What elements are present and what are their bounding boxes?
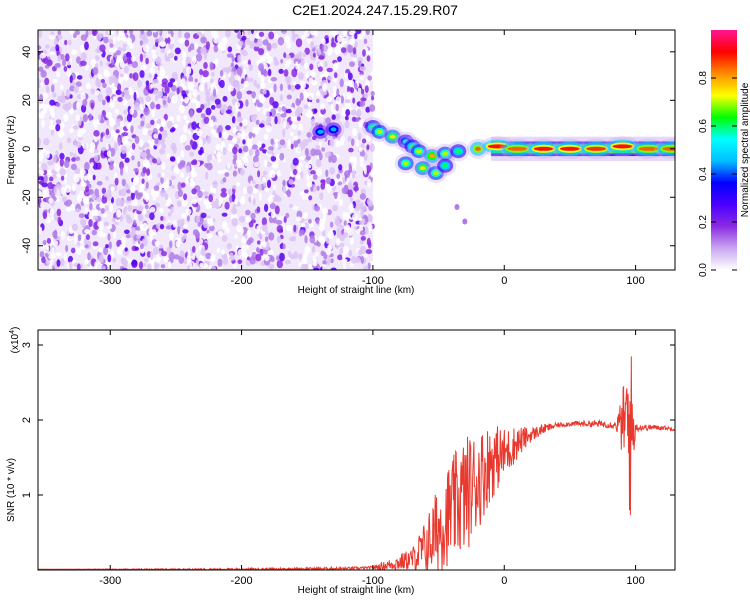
isolated-point — [462, 218, 468, 225]
line-y-axis: 1 2 3 — [21, 342, 675, 498]
signal-point — [654, 138, 675, 159]
colorbar-tick-label: 0.2 — [698, 215, 709, 229]
line-x-axis: -300 -200 -100 0 100 — [99, 330, 645, 587]
signal-point — [551, 138, 588, 159]
line-y-label: SNR (10 * v/v) — [6, 458, 17, 522]
signal-point — [309, 121, 332, 142]
y-tick-label: 2 — [21, 417, 33, 423]
colorbar — [711, 30, 737, 270]
x-tick-label: 0 — [501, 275, 507, 287]
signal-branch-point — [394, 153, 417, 174]
signal-point — [466, 138, 489, 159]
heatmap — [38, 30, 675, 270]
y-tick-label: -40 — [21, 238, 33, 254]
signal-point — [322, 119, 345, 140]
snr-line-plot — [38, 356, 675, 570]
colorbar-ticks: 0.0 0.2 0.4 0.6 0.8 — [698, 71, 737, 277]
line-frame — [37, 329, 676, 571]
signal-point — [434, 143, 457, 164]
line-y-scale: (x104) — [9, 327, 21, 354]
signal-point — [421, 146, 444, 167]
x-tick-label: 100 — [626, 575, 644, 587]
line-x-label: Height of straight line (km) — [298, 585, 415, 596]
heatmap-x-label: Height of straight line (km) — [298, 285, 415, 296]
signal-point — [578, 138, 615, 159]
colorbar-label: Normalized spectral amplitude — [740, 82, 750, 217]
signal-point — [525, 138, 562, 159]
y-tick-label: 3 — [21, 342, 33, 348]
noise-region — [38, 30, 376, 270]
heatmap-frame — [37, 29, 676, 271]
colorbar-tick-label: 0.6 — [698, 119, 709, 133]
signal-point — [604, 136, 641, 157]
signal-point — [630, 138, 667, 159]
heatmap-y-axis: -40 -20 0 20 40 — [21, 46, 675, 254]
isolated-point — [454, 203, 460, 210]
figure-title: C2E1.2024.247.15.29.R07 — [292, 2, 458, 18]
y-tick-label: 40 — [21, 46, 33, 58]
x-tick-label: -100 — [362, 575, 384, 587]
heatmap-x-axis: -300 -200 -100 0 100 — [99, 30, 645, 287]
signal-point — [447, 141, 470, 162]
x-tick-label: -300 — [99, 275, 121, 287]
y-tick-label: 0 — [21, 146, 33, 152]
x-tick-label: -200 — [231, 275, 253, 287]
x-tick-label: -100 — [362, 275, 384, 287]
x-tick-label: -300 — [99, 575, 121, 587]
y-tick-label: 1 — [21, 492, 33, 498]
y-tick-label: 20 — [21, 94, 33, 106]
colorbar-tick-label: 0.8 — [698, 71, 709, 85]
x-tick-label: -200 — [231, 575, 253, 587]
x-tick-label: 100 — [626, 275, 644, 287]
signal-point — [499, 138, 536, 159]
colorbar-tick-label: 0.0 — [698, 263, 709, 277]
colorbar-tick-label: 0.4 — [698, 167, 709, 181]
x-tick-label: 0 — [501, 575, 507, 587]
snr-series-line — [38, 356, 675, 570]
heatmap-y-label: Frequency (Hz) — [6, 116, 17, 185]
signal-branch-point — [434, 155, 457, 176]
y-tick-label: -20 — [21, 189, 33, 205]
